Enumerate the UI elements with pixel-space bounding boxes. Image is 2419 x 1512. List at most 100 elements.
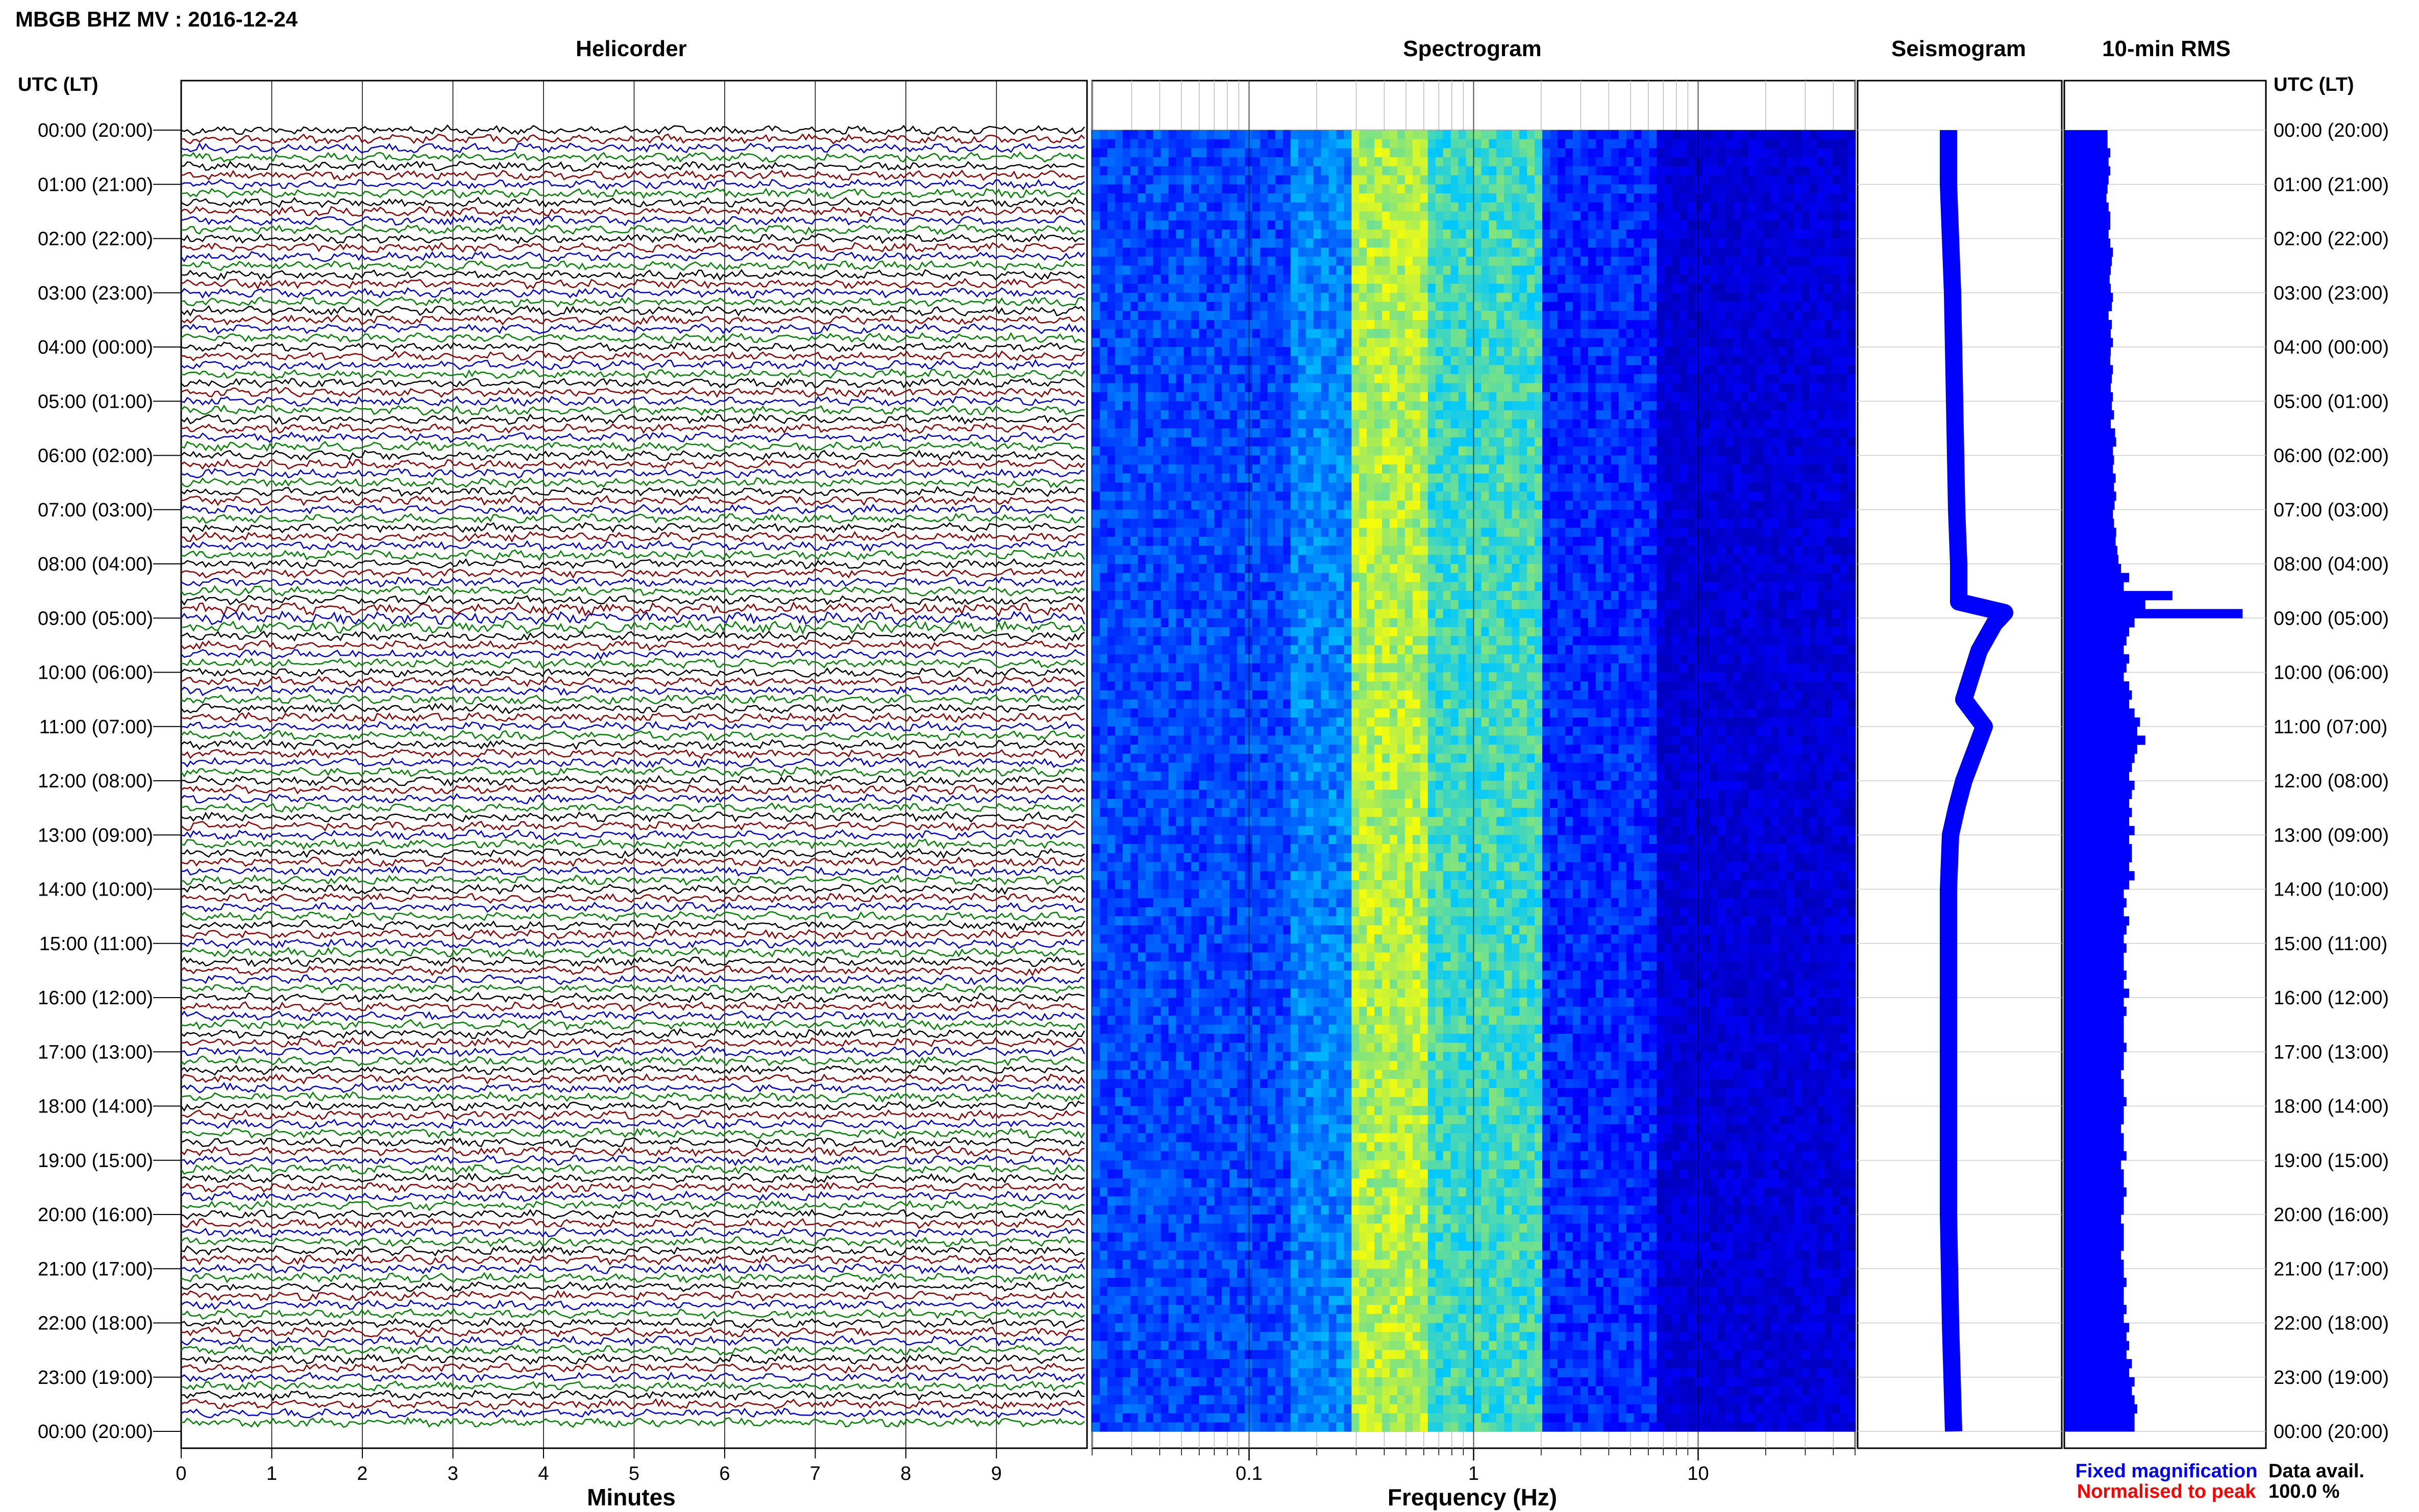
spectrogram-cell bbox=[1779, 220, 1787, 230]
spectrogram-cell bbox=[1115, 437, 1123, 447]
spectrogram-cell bbox=[1626, 293, 1635, 302]
spectrogram-cell bbox=[1374, 239, 1383, 248]
spectrogram-cell bbox=[1474, 230, 1482, 239]
spectrogram-cell bbox=[1405, 356, 1413, 365]
spectrogram-cell bbox=[1611, 437, 1619, 447]
spectrogram-cell bbox=[1459, 266, 1467, 275]
spectrogram-cell bbox=[1397, 193, 1405, 203]
spectrogram-cell bbox=[1817, 211, 1825, 220]
spectrogram-cell bbox=[1809, 284, 1817, 293]
time-tick-label: 22:00 (18:00) bbox=[2274, 1313, 2389, 1334]
spectrogram-cell bbox=[1306, 447, 1314, 456]
spectrogram-cell bbox=[1657, 184, 1665, 193]
spectrogram-cell bbox=[1405, 148, 1413, 157]
spectrogram-cell bbox=[1794, 230, 1802, 239]
spectrogram-cell bbox=[1481, 211, 1489, 220]
spectrogram-cell bbox=[1641, 157, 1649, 166]
time-tick-label: 12:00 (08:00) bbox=[2274, 771, 2389, 792]
spectrogram-cell bbox=[1794, 365, 1802, 374]
spectrogram-cell bbox=[1756, 501, 1764, 510]
spectrogram-cell bbox=[1344, 519, 1352, 528]
spectrogram-cell bbox=[1619, 401, 1627, 410]
spectrogram-cell bbox=[1413, 419, 1421, 429]
spectrogram-cell bbox=[1535, 311, 1543, 320]
spectrogram-cell bbox=[1374, 338, 1383, 347]
spectrogram-cell bbox=[1107, 510, 1116, 519]
spectrogram-cell bbox=[1786, 347, 1794, 356]
spectrogram-cell bbox=[1306, 275, 1314, 284]
spectrogram-cell bbox=[1481, 302, 1489, 311]
spectrogram-cell bbox=[1451, 510, 1459, 519]
spectrogram-cell bbox=[1351, 510, 1360, 519]
spectrogram-cell bbox=[1214, 302, 1222, 311]
spectrogram-cell bbox=[1115, 546, 1123, 555]
spectrogram-cell bbox=[1214, 537, 1222, 546]
spectrogram-cell bbox=[1550, 365, 1558, 374]
spectrogram-cell bbox=[1565, 184, 1573, 193]
spectrogram-cell bbox=[1573, 519, 1581, 528]
spectrogram-cell bbox=[1306, 157, 1314, 166]
spectrogram-cell bbox=[1359, 501, 1367, 510]
spectrogram-cell bbox=[1817, 193, 1825, 203]
spectrogram-cell bbox=[1268, 203, 1276, 212]
spectrogram-cell bbox=[1496, 537, 1504, 546]
spectrogram-cell bbox=[1428, 401, 1436, 410]
spectrogram-cell bbox=[1206, 356, 1215, 365]
spectrogram-cell bbox=[1405, 247, 1413, 257]
spectrogram-cell bbox=[1428, 266, 1436, 275]
spectrogram-cell bbox=[1451, 483, 1459, 492]
spectrogram-cell bbox=[1801, 374, 1810, 383]
spectrogram-cell bbox=[1611, 474, 1619, 483]
spectrogram-cell bbox=[1413, 203, 1421, 212]
spectrogram-cell bbox=[1741, 184, 1749, 193]
spectrogram-cell bbox=[1321, 383, 1329, 392]
spectrogram-cell bbox=[1466, 193, 1474, 203]
spectrogram-cell bbox=[1321, 474, 1329, 483]
spectrogram-cell bbox=[1573, 148, 1581, 157]
spectrogram-cell bbox=[1268, 437, 1276, 447]
spectrogram-cell bbox=[1611, 419, 1619, 429]
spectrogram-cell bbox=[1451, 139, 1459, 148]
spectrogram-cell bbox=[1489, 437, 1497, 447]
spectrogram-cell bbox=[1680, 410, 1688, 419]
spectrogram-cell bbox=[1695, 374, 1703, 383]
spectrogram-cell bbox=[1214, 130, 1222, 139]
spectrogram-cell bbox=[1397, 329, 1405, 338]
spectrogram-cell bbox=[1436, 230, 1444, 239]
spectrogram-cell bbox=[1512, 148, 1520, 157]
spectrogram-cell bbox=[1641, 474, 1649, 483]
spectrogram-cell bbox=[1191, 501, 1199, 510]
spectrogram-cell bbox=[1558, 456, 1566, 465]
spectrogram-cell bbox=[1321, 275, 1329, 284]
spectrogram-cell bbox=[1298, 437, 1306, 447]
spectrogram-cell bbox=[1687, 519, 1695, 528]
spectrogram-cell bbox=[1229, 148, 1238, 157]
spectrogram-cell bbox=[1710, 456, 1718, 465]
spectrogram-cell bbox=[1573, 537, 1581, 546]
spectrogram-cell bbox=[1619, 148, 1627, 157]
spectrogram-cell bbox=[1840, 220, 1848, 230]
spectrogram-cell bbox=[1229, 537, 1238, 546]
spectrogram-cell bbox=[1756, 311, 1764, 320]
spectrogram-cell bbox=[1573, 193, 1581, 203]
spectrogram-cell bbox=[1824, 537, 1833, 546]
spectrogram-cell bbox=[1687, 456, 1695, 465]
spectrogram-cell bbox=[1801, 130, 1810, 139]
spectrogram-cell bbox=[1199, 537, 1207, 546]
spectrogram-cell bbox=[1725, 230, 1734, 239]
spectrogram-cell bbox=[1443, 329, 1451, 338]
spectrogram-cell bbox=[1664, 257, 1672, 266]
spectrogram-cell bbox=[1199, 519, 1207, 528]
spectrogram-cell bbox=[1206, 447, 1215, 456]
spectrogram-cell bbox=[1260, 311, 1268, 320]
spectrogram-cell bbox=[1657, 247, 1665, 257]
spectrogram-cell bbox=[1718, 537, 1726, 546]
spectrogram-cell bbox=[1374, 519, 1383, 528]
spectrogram-cell bbox=[1512, 130, 1520, 139]
spectrogram-cell bbox=[1351, 483, 1360, 492]
spectrogram-cell bbox=[1801, 501, 1810, 510]
spectrogram-cell bbox=[1291, 474, 1299, 483]
spectrogram-cell bbox=[1702, 203, 1711, 212]
spectrogram-cell bbox=[1687, 447, 1695, 456]
spectrogram-cell bbox=[1229, 220, 1238, 230]
